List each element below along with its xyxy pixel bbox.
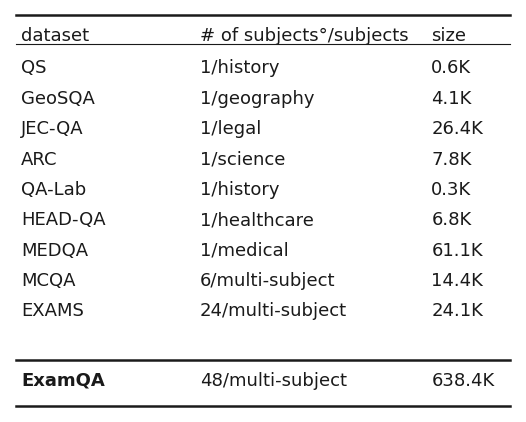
Text: 24/multi-subject: 24/multi-subject (200, 303, 347, 320)
Text: 0.6K: 0.6K (431, 60, 471, 77)
Text: 6.8K: 6.8K (431, 211, 472, 229)
Text: 1/history: 1/history (200, 60, 279, 77)
Text: 48/multi-subject: 48/multi-subject (200, 372, 347, 390)
Text: MCQA: MCQA (21, 272, 76, 290)
Text: size: size (431, 27, 467, 45)
Text: 1/history: 1/history (200, 181, 279, 199)
Text: 24.1K: 24.1K (431, 303, 483, 320)
Text: MEDQA: MEDQA (21, 242, 88, 260)
Text: HEAD-QA: HEAD-QA (21, 211, 106, 229)
Text: 7.8K: 7.8K (431, 151, 472, 168)
Text: GeoSQA: GeoSQA (21, 90, 95, 108)
Text: 638.4K: 638.4K (431, 372, 494, 390)
Text: 1/medical: 1/medical (200, 242, 289, 260)
Text: 14.4K: 14.4K (431, 272, 483, 290)
Text: EXAMS: EXAMS (21, 303, 84, 320)
Text: 1/legal: 1/legal (200, 120, 261, 138)
Text: ExamQA: ExamQA (21, 372, 105, 390)
Text: 6/multi-subject: 6/multi-subject (200, 272, 336, 290)
Text: QS: QS (21, 60, 46, 77)
Text: QA-Lab: QA-Lab (21, 181, 86, 199)
Text: 61.1K: 61.1K (431, 242, 483, 260)
Text: ARC: ARC (21, 151, 57, 168)
Text: 1/healthcare: 1/healthcare (200, 211, 313, 229)
Text: 1/science: 1/science (200, 151, 285, 168)
Text: 1/geography: 1/geography (200, 90, 315, 108)
Text: # of subjects°/subjects: # of subjects°/subjects (200, 27, 409, 45)
Text: 26.4K: 26.4K (431, 120, 483, 138)
Text: 0.3K: 0.3K (431, 181, 472, 199)
Text: dataset: dataset (21, 27, 89, 45)
Text: JEC-QA: JEC-QA (21, 120, 84, 138)
Text: 4.1K: 4.1K (431, 90, 472, 108)
